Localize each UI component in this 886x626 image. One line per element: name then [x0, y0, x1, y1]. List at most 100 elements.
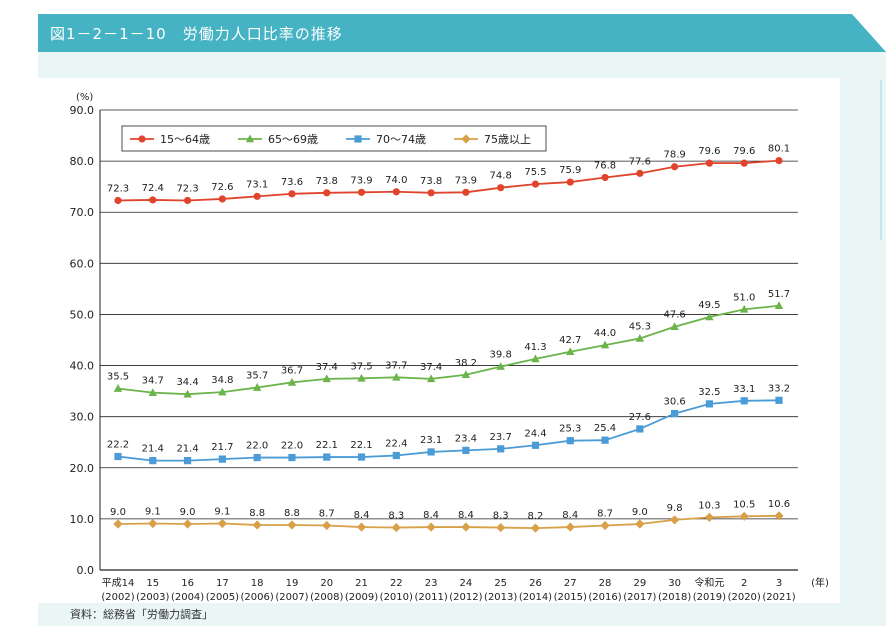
data-label: 9.1 [145, 506, 161, 517]
data-label: 8.7 [319, 509, 335, 520]
legend: 15～64歳 65～69歳 70～74歳 75歳以上 [121, 125, 547, 152]
x-tick-label: 16 [181, 578, 194, 589]
series-line [117, 304, 780, 396]
x-tick-sublabel: (2014) [519, 592, 552, 603]
legend-label: 65～69歳 [268, 133, 318, 146]
data-point [531, 441, 540, 449]
data-point [322, 374, 331, 383]
x-tick-sublabel: (2013) [484, 592, 517, 603]
data-label: 37.4 [420, 362, 442, 373]
data-label: 8.4 [562, 510, 578, 521]
data-point [635, 333, 645, 342]
data-point [427, 448, 435, 456]
y-tick-label: 70.0 [70, 206, 95, 219]
data-label: 80.1 [768, 144, 790, 155]
source-note: 資料：総務省「労働力調査」 [70, 608, 213, 621]
data-point [288, 190, 296, 198]
figure-title: 図1－2－1－10 労働力人口比率の推移 [50, 25, 343, 43]
data-label: 73.9 [455, 175, 477, 186]
data-point [288, 453, 296, 462]
data-point [114, 196, 122, 205]
data-point [774, 301, 784, 310]
data-point [531, 354, 540, 363]
x-tick-label: 令和元 [694, 576, 724, 589]
data-label: 8.8 [249, 508, 265, 519]
x-tick-label: 22 [390, 578, 403, 589]
data-label: 32.5 [698, 387, 720, 398]
data-label: 22.2 [107, 440, 129, 451]
data-point [149, 196, 157, 204]
data-label: 78.9 [663, 150, 685, 161]
data-label: 21.4 [176, 444, 198, 455]
data-label: 8.4 [354, 510, 370, 521]
data-label: 35.7 [246, 371, 268, 382]
data-point [392, 372, 401, 381]
x-tick-label: 平成14 [102, 577, 135, 589]
data-label: 27.6 [629, 412, 651, 423]
series-line [117, 159, 780, 202]
data-label: 79.6 [698, 146, 720, 157]
data-point [530, 523, 541, 533]
data-point [426, 522, 436, 532]
data-label: 25.4 [594, 423, 616, 434]
legend-label: 15～64歳 [160, 133, 210, 146]
data-label: 34.7 [142, 376, 164, 387]
data-point [601, 173, 609, 182]
data-point [705, 312, 714, 321]
data-label: 22.4 [385, 439, 407, 450]
data-label: 45.3 [629, 321, 651, 332]
data-label: 49.5 [698, 300, 720, 311]
data-point [462, 446, 470, 454]
data-point [357, 373, 366, 382]
y-tick-label: 60.0 [70, 257, 95, 270]
x-tick-sublabel: (2019) [693, 592, 726, 603]
data-label: 25.3 [559, 424, 581, 435]
data-label: 8.7 [597, 509, 613, 520]
data-point [775, 396, 783, 404]
x-tick-label: 18 [251, 578, 264, 589]
data-label: 23.7 [490, 432, 512, 443]
y-tick-label: 40.0 [70, 360, 95, 373]
x-tick-sublabel: (2005) [206, 592, 239, 603]
x-tick-label: 21 [355, 578, 368, 589]
x-tick-sublabel: (2009) [345, 592, 378, 603]
data-label: 22.1 [350, 440, 372, 451]
data-label: 47.6 [663, 310, 685, 321]
data-point [183, 389, 192, 398]
y-tick-label: 20.0 [70, 462, 95, 475]
data-point [392, 188, 400, 196]
data-label: 21.4 [142, 444, 164, 455]
data-point [182, 519, 193, 529]
x-tick-label: 24 [460, 578, 473, 589]
data-label: 23.4 [455, 433, 477, 444]
data-label: 34.4 [176, 377, 198, 388]
x-tick-sublabel: (2016) [588, 592, 621, 603]
data-point [704, 512, 715, 522]
data-label: 72.6 [211, 182, 233, 193]
data-label: 22.0 [246, 441, 268, 452]
data-point [148, 388, 157, 396]
data-point [566, 347, 575, 356]
data-label: 35.5 [107, 372, 129, 383]
data-point [218, 195, 226, 203]
x-tick-label: 27 [564, 578, 577, 589]
data-label: 41.3 [524, 342, 546, 353]
data-point [252, 520, 262, 530]
data-label: 72.3 [107, 183, 129, 194]
data-point [705, 159, 714, 167]
data-point [183, 457, 192, 465]
data-point [635, 519, 645, 529]
y-tick-label: 30.0 [70, 411, 95, 424]
x-tick-sublabel: (2021) [762, 592, 795, 603]
data-label: 72.3 [176, 183, 198, 194]
data-label: 44.0 [594, 328, 616, 339]
data-point [671, 410, 679, 418]
data-point [245, 134, 255, 143]
data-label: 76.8 [594, 160, 616, 171]
data-point [739, 511, 749, 521]
x-tick-label: 29 [633, 578, 646, 589]
data-label: 73.6 [281, 177, 303, 188]
line-chart: 0.010.020.030.040.050.060.070.080.090.0(… [70, 92, 829, 603]
legend-label: 75歳以上 [484, 133, 531, 146]
data-point [426, 374, 436, 383]
